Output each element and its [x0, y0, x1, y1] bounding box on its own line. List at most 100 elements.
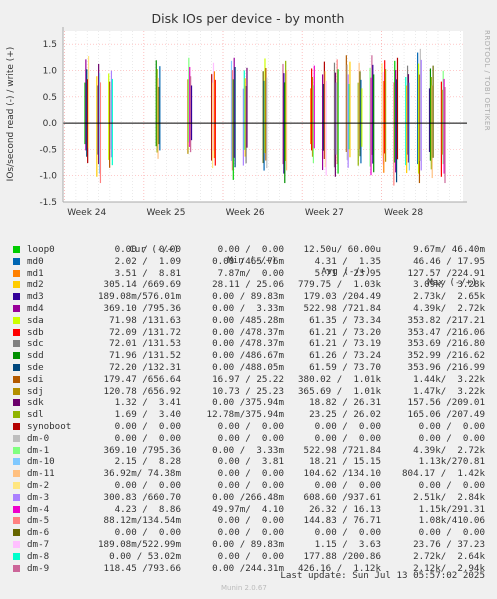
- legend-header-max: Max (-/+): [427, 277, 477, 288]
- legend-swatch: [13, 423, 20, 430]
- legend-avg: 380.02 / 1.01k: [298, 373, 381, 385]
- legend-min: 0.00 /485.28m: [212, 314, 284, 326]
- legend-avg: 5.71 / 23.95: [314, 267, 381, 279]
- legend-cur: 36.92m/ 74.38m: [103, 468, 181, 480]
- legend-max: 353.69 /216.80: [407, 338, 485, 350]
- activity-burst: [262, 58, 268, 171]
- legend-swatch: [13, 470, 20, 478]
- legend-avg: 4.31 / 1.35: [314, 255, 381, 267]
- legend-avg: 0.00 / 0.00: [314, 527, 381, 539]
- legend-avg: 0.00 / 0.00: [314, 421, 381, 432]
- legend-name: sde: [27, 362, 44, 373]
- legend-min: 0.00 / 0.00: [217, 421, 284, 432]
- activity-burst: [393, 57, 399, 186]
- x-tick-label: Week 28: [384, 208, 423, 218]
- legend-name: dm-9: [27, 562, 50, 574]
- legend-max: 353.96 /216.99: [407, 362, 485, 373]
- legend-name: md2: [27, 279, 44, 291]
- legend-swatch: [13, 529, 20, 537]
- legend-row: sdj 120.78 /656.92 10.73 / 25.23 365.69 / 1…: [0, 386, 497, 397]
- legend-min: 0.00 / 89.83m: [212, 539, 284, 550]
- y-tick-label: 1.0: [43, 66, 58, 76]
- legend-cur: 72.20 /132.31: [109, 362, 181, 373]
- legend-max: 23.76 / 37.23: [413, 539, 485, 550]
- legend-row: sdb 72.09 /131.72 0.00 /478.37m 61.21 / 73.…: [0, 327, 497, 338]
- legend-min: 0.00 / 0.00: [217, 527, 284, 539]
- legend-row: dm-3 300.83 /660.70 0.00 /266.48m 608.60 /9…: [0, 492, 497, 503]
- legend-min: 0.00 / 3.81: [217, 456, 284, 468]
- legend-avg: 18.21 / 15.15: [309, 456, 381, 468]
- legend-avg: 365.69 / 1.01k: [298, 385, 381, 397]
- activity-burst: [381, 60, 387, 173]
- chart-title: Disk IOs per device - by month: [152, 11, 345, 26]
- legend-name: dm-1: [27, 444, 50, 456]
- legend-row: dm-6 0.00 / 0.00 0.00 / 0.00 0.00 / 0.00 0.0…: [0, 527, 497, 538]
- legend-swatch: [13, 552, 20, 560]
- legend-name: dm-3: [27, 491, 50, 503]
- legend-row: loop0 0.00 / 0.00 0.00 / 0.00 12.50u/ 60.00…: [0, 244, 497, 255]
- legend-swatch: [13, 564, 20, 572]
- legend-row: sdl 1.69 / 3.40 12.78m/375.94m 23.25 / 26.0…: [0, 409, 497, 420]
- activity-burst: [357, 62, 363, 166]
- legend-min: 0.00 /478.37m: [212, 338, 284, 350]
- legend-avg: 104.62 /134.10: [303, 468, 381, 480]
- activity-burst: [187, 57, 193, 154]
- legend-row: md1 3.51 / 8.81 7.87m/ 0.00 5.71 / 23.95 127…: [0, 268, 497, 279]
- activity-burst: [242, 67, 248, 166]
- legend-name: sdd: [27, 350, 44, 362]
- legend-cur: 0.00 / 0.00: [114, 480, 181, 491]
- legend-swatch: [13, 482, 20, 489]
- legend-cur: 72.01 /131.53: [109, 338, 181, 350]
- legend-row: md3 189.08m/576.01m 0.00 / 89.83m 179.03 /2…: [0, 291, 497, 302]
- activity-burst: [345, 55, 351, 168]
- legend-row: sda 71.98 /131.63 0.00 /485.28m 61.35 / 73.…: [0, 315, 497, 326]
- legend-avg: 522.98 /721.84: [303, 444, 381, 456]
- legend-max: 1.13k/270.81: [418, 456, 485, 468]
- legend-cur: 1.32 / 3.41: [114, 397, 181, 409]
- legend-min: 0.00 / 0.00: [217, 432, 284, 444]
- legend-cur: 4.23 / 8.86: [114, 503, 181, 515]
- legend-cur: 369.10 /795.36: [103, 303, 181, 314]
- legend-cur: 300.83 /660.70: [103, 491, 181, 503]
- legend-header-min: Min (-/+): [227, 255, 277, 266]
- legend-name: dm-2: [27, 480, 50, 491]
- x-tick-label: Week 26: [226, 208, 265, 218]
- legend-name: sdk: [27, 397, 44, 409]
- legend-min: 0.00 / 89.83m: [212, 291, 284, 303]
- activity-burst: [369, 55, 375, 176]
- legend-cur: 179.47 /656.64: [103, 373, 181, 385]
- legend-name: dm-10: [27, 456, 55, 468]
- legend-cur: 71.98 /131.63: [109, 314, 181, 326]
- legend-avg: 18.82 / 26.31: [309, 397, 381, 409]
- legend-min: 7.87m/ 0.00: [217, 267, 284, 279]
- legend-cur: 189.08m/576.01m: [98, 291, 181, 303]
- legend-row: dm-0 0.00 / 0.00 0.00 / 0.00 0.00 / 0.00 0.0…: [0, 433, 497, 444]
- legend-avg: 426.16 / 1.12k: [298, 562, 381, 574]
- activity-burst: [96, 63, 102, 184]
- y-tick-label: 0.0: [43, 119, 58, 129]
- legend-swatch: [13, 505, 20, 513]
- legend-name: loop0: [27, 244, 55, 255]
- legend-name: sdl: [27, 409, 44, 421]
- legend-row: dm-9 118.45 /793.66 0.00 /244.31m 426.16 / …: [0, 563, 497, 574]
- legend-swatch: [13, 541, 20, 548]
- legend-name: dm-8: [27, 550, 50, 562]
- activity-burst: [321, 61, 327, 176]
- legend-max: 157.56 /209.01: [407, 397, 485, 409]
- x-tick-label: Week 27: [305, 208, 344, 218]
- y-tick-label: -1.5: [39, 198, 57, 208]
- legend-swatch: [13, 434, 20, 442]
- legend-cur: 0.00 / 53.02m: [109, 550, 181, 562]
- legend-min: 0.00 /478.37m: [212, 326, 284, 338]
- activity-burst: [417, 48, 422, 184]
- legend-name: dm-7: [27, 539, 50, 550]
- legend-row: synoboot 0.00 / 0.00 0.00 / 0.00 0.00 / 0.0…: [0, 421, 497, 432]
- activity-burst: [84, 56, 90, 164]
- legend-max: 0.00 / 0.00: [418, 432, 485, 444]
- legend-avg: 522.98 /721.84: [303, 303, 381, 314]
- legend-row: dm-4 4.23 / 8.86 49.97m/ 4.10 26.32 / 16.13…: [0, 504, 497, 515]
- legend-swatch: [13, 305, 20, 312]
- activity-burst: [428, 65, 434, 179]
- legend-cur: 0.00 / 0.00: [114, 432, 181, 444]
- legend-max: 0.00 / 0.00: [418, 421, 485, 432]
